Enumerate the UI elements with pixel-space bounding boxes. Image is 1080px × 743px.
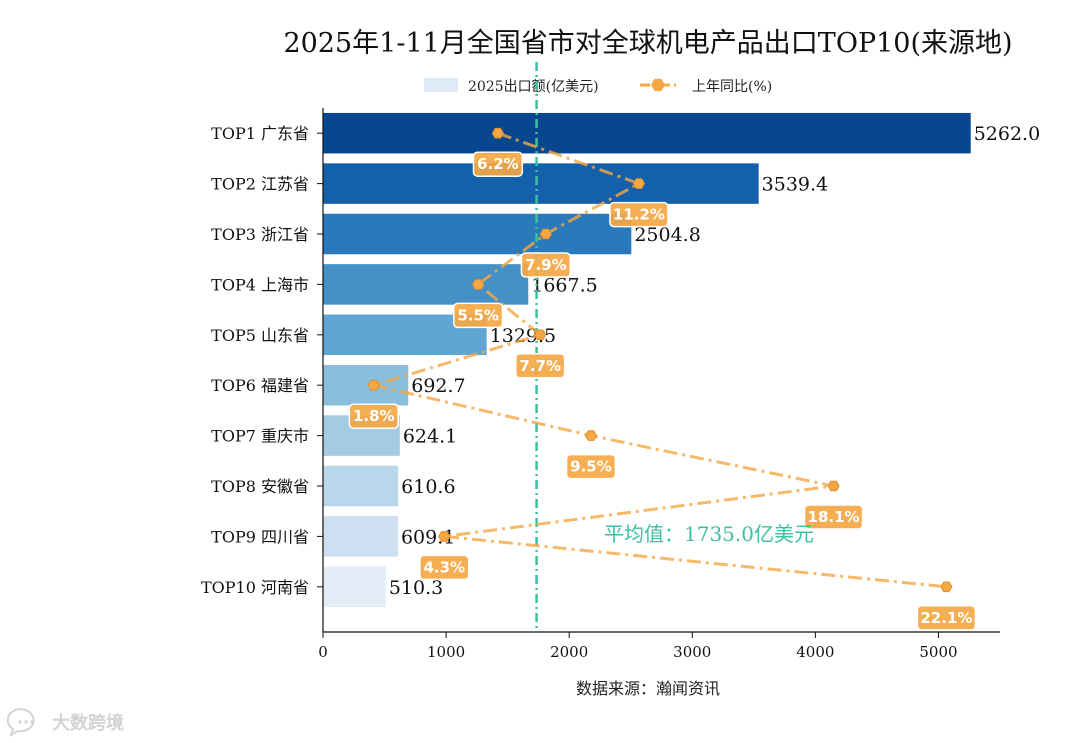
category-label: TOP10 河南省 [201, 578, 309, 597]
x-axis-label: 数据来源：瀚闻资讯 [576, 679, 720, 698]
yoy-label-box [609, 201, 669, 228]
yoy-label: 6.2% [477, 155, 519, 173]
x-tick-label: 3000 [673, 643, 711, 661]
bar [323, 465, 399, 507]
yoy-label: 7.7% [519, 357, 561, 375]
x-ticks: 0 1000 2000 3000 4000 5000 [318, 632, 958, 661]
category-label: TOP8 安徽省 [211, 477, 309, 496]
x-tick-label: 2000 [550, 643, 588, 661]
bar [323, 213, 632, 255]
yoy-marker [827, 480, 840, 492]
category-label: TOP3 浙江省 [211, 225, 309, 244]
category-label: TOP1 广东省 [211, 124, 309, 143]
bar-value-label: 610.6 [401, 476, 455, 498]
x-tick-label: 1000 [427, 643, 465, 661]
yoy-marker [940, 581, 953, 593]
bar [323, 516, 398, 557]
value-labels: 5262.0 3539.4 2504.8 1667.5 1329.5 692.7 624.1… [389, 123, 1040, 599]
x-tick-label: 0 [318, 643, 328, 661]
bar-value-label: 510.3 [389, 577, 443, 599]
yoy-marker [438, 531, 451, 542]
bar-value-label: 1667.5 [531, 274, 597, 296]
average-label: 平均值：1735.0亿美元 [604, 522, 814, 546]
bar-value-label: 1329.5 [490, 325, 556, 347]
legend-bar-label: 2025出口额(亿美元) [468, 79, 599, 95]
category-label: TOP7 重庆市 [211, 427, 309, 446]
bar [323, 163, 759, 204]
watermark: 大数跨境 [6, 708, 124, 738]
yoy-label-box [520, 252, 571, 278]
category-labels: TOP1 广东省 TOP2 江苏省 TOP3 浙江省 TOP4 上海市 TOP5 山东省… [201, 124, 323, 597]
x-tick-label: 5000 [919, 643, 957, 661]
yoy-label-box [472, 151, 524, 177]
yoy-label: 18.1% [808, 508, 860, 526]
legend: 2025出口额(亿美元) 上年同比(%) [424, 78, 772, 95]
yoy-line [367, 131, 947, 589]
yoy-marker [534, 329, 547, 341]
yoy-label-box [916, 605, 977, 631]
yoy-label: 9.5% [570, 458, 612, 476]
yoy-marker [472, 279, 485, 290]
category-label: TOP4 上海市 [211, 275, 309, 294]
bar-value-label: 624.1 [403, 426, 457, 448]
yoy-label: 11.2% [613, 206, 665, 224]
yoy-marker [632, 178, 645, 189]
legend-line-label: 上年同比(%) [692, 79, 772, 95]
category-label: TOP9 四川省 [211, 527, 309, 546]
bar-value-label: 692.7 [411, 375, 465, 397]
yoy-label: 1.8% [353, 407, 395, 425]
bar-value-label: 5262.0 [974, 123, 1040, 145]
bar [323, 112, 971, 154]
yoy-label-box [348, 403, 399, 429]
yoy-marker [367, 379, 380, 391]
bar [323, 566, 386, 608]
yoy-label-box [515, 353, 566, 379]
x-tick-label: 4000 [796, 643, 834, 661]
yoy-label-box [452, 302, 504, 329]
yoy-label-box [419, 554, 470, 581]
bar [323, 364, 409, 406]
yoy-label: 5.5% [457, 306, 499, 324]
bar-value-label: 3539.4 [762, 174, 828, 196]
category-label: TOP5 山东省 [211, 326, 309, 345]
bar-value-label: 2504.8 [634, 224, 700, 246]
yoy-line-layer: 6.2% 11.2% 7.9% 5.5% 7.7% 1.8% 9.5% 18.1% 4.3% 22… [348, 127, 977, 631]
yoy-label: 7.9% [525, 256, 567, 274]
x-axis: 0 1000 2000 3000 4000 5000 [318, 108, 1000, 661]
yoy-label: 22.1% [920, 609, 972, 627]
legend-bar-swatch [424, 78, 458, 92]
chart-title: 2025年1-11月全国省市对全球机电产品出口TOP10(来源地) [283, 28, 1012, 59]
category-label: TOP2 江苏省 [211, 175, 309, 194]
speech-bubble-icon [6, 708, 35, 738]
yoy-marker [584, 430, 598, 441]
yoy-marker [491, 127, 504, 139]
legend-line-marker [651, 78, 665, 92]
yoy-marker [539, 228, 552, 240]
yoy-label: 4.3% [423, 558, 465, 576]
yoy-label-box [803, 504, 864, 530]
watermark-text: 大数跨境 [52, 712, 124, 734]
yoy-label-box [565, 453, 617, 480]
category-label: TOP6 福建省 [211, 376, 309, 395]
